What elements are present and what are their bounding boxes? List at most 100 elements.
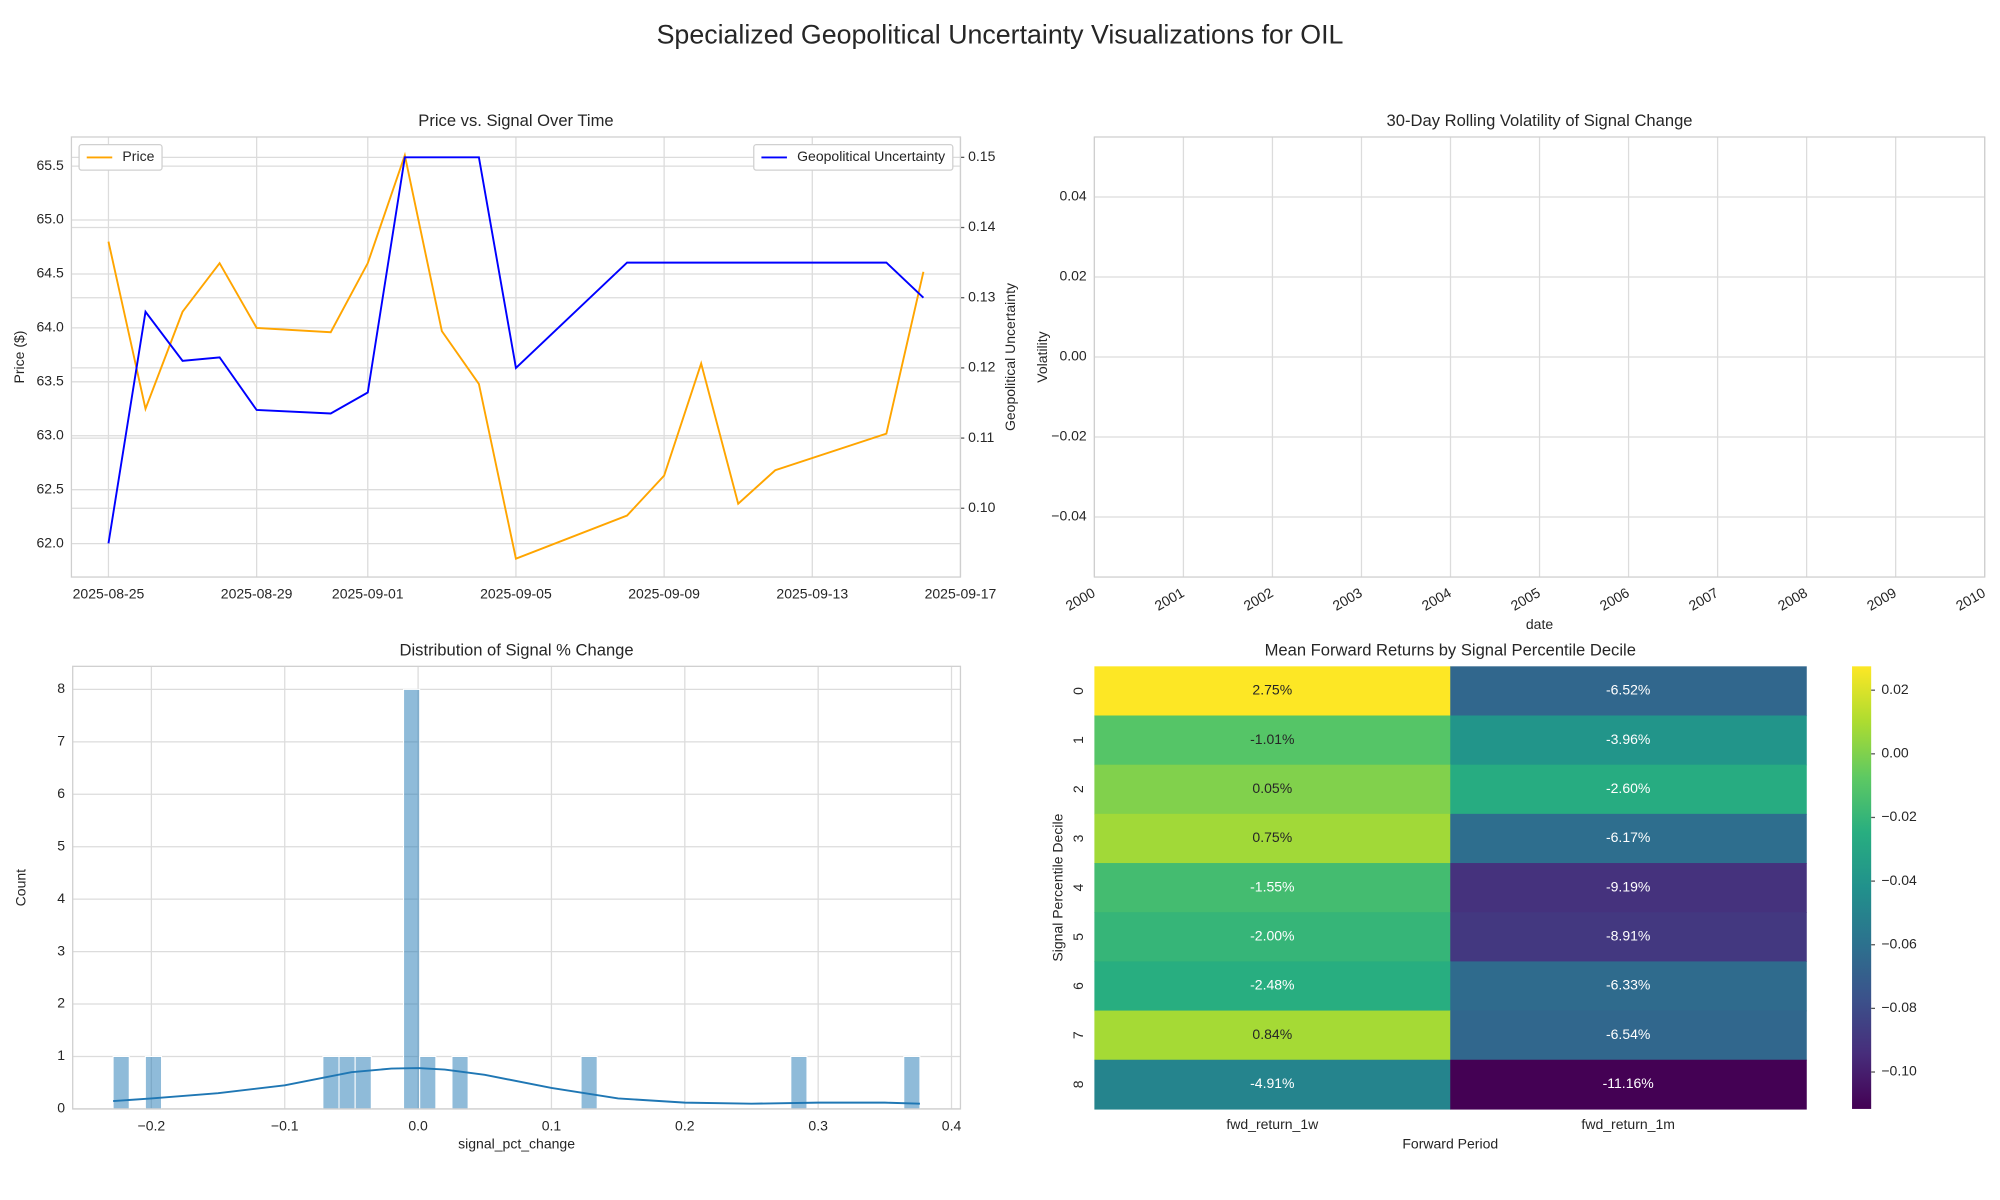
cell-label: -9.19% <box>1606 878 1650 894</box>
x-tick-label: fwd_return_1w <box>1226 1116 1319 1132</box>
heatmap-cell <box>1094 912 1451 963</box>
cell-label: -3.96% <box>1606 731 1650 747</box>
x-tick-label: 0.0 <box>408 1117 428 1133</box>
y-tick-label: 2 <box>57 995 65 1011</box>
y-tick-label: 7 <box>1070 1031 1086 1039</box>
cell-label: -8.91% <box>1606 928 1650 944</box>
x-tick-label: 2025-09-17 <box>925 586 997 602</box>
legend-label: Price <box>122 148 154 164</box>
y-tick-label: 8 <box>1070 1080 1086 1088</box>
heatmap-cell <box>1450 1010 1807 1061</box>
histogram-bar <box>403 688 421 1110</box>
y-tick-label: 6 <box>57 785 65 801</box>
y2-tick-label: 0.13 <box>968 288 995 304</box>
colorbar-tick-label: 0.02 <box>1881 681 1908 697</box>
chart-title: Price vs. Signal Over Time <box>418 111 613 130</box>
y2-tick-label: 0.14 <box>968 218 995 234</box>
heatmap-cell <box>1450 912 1807 963</box>
heatmap-cell <box>1450 715 1807 766</box>
figure-title: Specialized Geopolitical Uncertainty Vis… <box>657 19 1344 49</box>
histogram-bar <box>790 1055 808 1110</box>
chart-title: 30-Day Rolling Volatility of Signal Chan… <box>1387 111 1693 130</box>
series-line <box>107 156 925 544</box>
y-tick-label: 62.0 <box>36 534 63 550</box>
heatmap-cell <box>1094 813 1451 864</box>
y-tick-label: 4 <box>57 890 65 906</box>
y-tick-label: 1 <box>57 1047 65 1063</box>
y-axis-label: Signal Percentile Decile <box>1049 813 1065 961</box>
y-tick-label: 0.04 <box>1059 188 1086 204</box>
y-tick-label: 64.0 <box>36 319 63 335</box>
series-line <box>107 151 925 560</box>
x-axis-label: signal_pct_change <box>458 1135 575 1151</box>
x-tick-label: 0.3 <box>808 1117 828 1133</box>
legend: Price <box>78 144 163 171</box>
cell-label: 0.75% <box>1252 829 1292 845</box>
histogram-bar <box>580 1055 598 1110</box>
y-tick-label: 6 <box>1070 982 1086 990</box>
colorbar-tick-label: −0.06 <box>1881 935 1917 951</box>
heatmap-cell <box>1094 666 1451 717</box>
x-tick-label: fwd_return_1m <box>1581 1116 1674 1132</box>
heatmap-cell <box>1094 715 1451 766</box>
y2-tick-label: 0.10 <box>968 499 995 515</box>
heatmap-cell <box>1094 961 1451 1012</box>
cell-label: -6.33% <box>1606 977 1650 993</box>
colorbar-tick-label: −0.10 <box>1881 1063 1917 1079</box>
y-tick-label: 63.5 <box>36 373 63 389</box>
cell-label: -2.48% <box>1250 977 1294 993</box>
cell-label: -6.54% <box>1606 1026 1650 1042</box>
heatmap-cell <box>1450 764 1807 815</box>
cell-label: -6.52% <box>1606 682 1650 698</box>
heatmap-cell <box>1094 1010 1451 1061</box>
y-tick-label: 64.5 <box>36 265 63 281</box>
y-tick-label: 0 <box>1070 687 1086 695</box>
y-axis-label: Volatility <box>1034 331 1050 382</box>
heatmap-cell <box>1094 764 1451 815</box>
legend-box <box>753 144 954 171</box>
colorbar-tick-label: −0.02 <box>1881 808 1917 824</box>
chart-title: Mean Forward Returns by Signal Percentil… <box>1265 640 1636 659</box>
y-tick-label: 62.5 <box>36 480 63 496</box>
x-tick-label: −0.2 <box>138 1117 166 1133</box>
y-tick-label: 0 <box>57 1100 65 1116</box>
y-tick-label: 7 <box>57 733 65 749</box>
legend-box <box>78 144 163 171</box>
y-tick-label: −0.04 <box>1051 508 1087 524</box>
y-tick-label: 3 <box>1070 834 1086 842</box>
axes-frame <box>70 136 962 578</box>
x-tick-label: 2025-09-13 <box>776 586 848 602</box>
cell-label: 2.75% <box>1252 682 1292 698</box>
y2-tick-label: 0.12 <box>968 359 995 375</box>
x-tick-label: 2025-08-29 <box>221 586 293 602</box>
x-tick-label: 0.2 <box>675 1117 695 1133</box>
cell-label: -2.60% <box>1606 780 1650 796</box>
cell-label: 0.05% <box>1252 780 1292 796</box>
y-axis-label: Price ($) <box>11 331 27 384</box>
histogram-bar <box>338 1055 356 1110</box>
y-tick-label: 2 <box>1070 785 1086 793</box>
cell-label: -1.01% <box>1250 731 1294 747</box>
x-axis-label: date <box>1526 616 1553 632</box>
chart-title: Distribution of Signal % Change <box>400 640 634 659</box>
y-tick-label: 0.02 <box>1059 268 1086 284</box>
heatmap-cell <box>1450 1059 1807 1110</box>
histogram-bar <box>322 1055 340 1110</box>
x-tick-label: 2025-09-09 <box>628 586 700 602</box>
y-tick-label: 65.0 <box>36 211 63 227</box>
y-axis-label: Count <box>12 869 28 907</box>
y-tick-label: 63.0 <box>36 426 63 442</box>
axes-frame <box>1093 136 1986 578</box>
cell-label: -1.55% <box>1250 878 1294 894</box>
x-tick-label: 2025-09-05 <box>480 586 552 602</box>
kde-line <box>113 1067 920 1105</box>
heatmap-cell <box>1450 961 1807 1012</box>
colorbar <box>1852 666 1872 1109</box>
axes-frame <box>72 665 962 1110</box>
x-tick-label: 0.1 <box>542 1117 562 1133</box>
y-tick-label: 5 <box>1070 933 1086 941</box>
colorbar-tick-label: −0.04 <box>1881 872 1917 888</box>
legend-label: Geopolitical Uncertainty <box>797 148 945 164</box>
x-tick-label: 2025-09-01 <box>332 586 404 602</box>
